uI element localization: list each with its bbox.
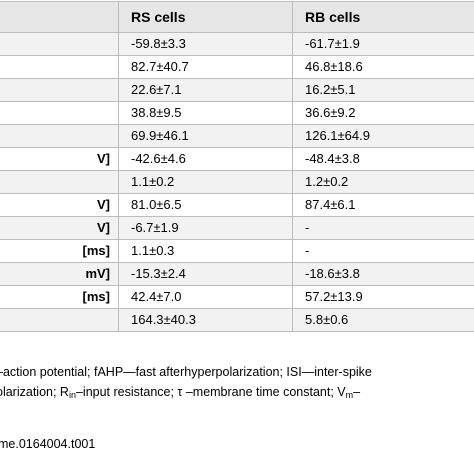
rs-value: 38.8±9.5 [118,101,293,125]
rb-value: 87.4±6.1 [292,193,474,217]
row-label [0,101,119,125]
footnote-line-1: –action potential; fAHP—fast afterhyperp… [0,365,372,379]
footnote-line-2-part-a: olarization; R [0,385,69,399]
data-table: RS cells RB cells -59.8±3.3 -61.7±1.9 82.… [0,1,474,332]
rs-value: 1.1±0.3 [118,239,293,263]
rb-value: 16.2±5.1 [292,78,474,102]
rb-value: -18.6±3.8 [292,262,474,286]
rb-value: 5.8±0.6 [292,308,474,332]
row-label [0,308,119,332]
rs-value: -15.3±2.4 [118,262,293,286]
footnote-line-2: olarization; Rin–input resistance; τ –me… [0,382,474,402]
footnote-subscript-m: m [345,390,354,400]
footnote-line-2-part-c: – [353,385,361,399]
rs-value: -6.7±1.9 [118,216,293,240]
row-label [0,32,119,56]
rb-value: 46.8±18.6 [292,55,474,79]
rb-value: - [292,239,474,263]
rb-value: -48.4±3.8 [292,147,474,171]
table-row: 82.7±40.7 46.8±18.6 [0,55,474,79]
rb-value: 1.2±0.2 [292,170,474,194]
rs-value: 82.7±40.7 [118,55,293,79]
rs-value: -42.6±4.6 [118,147,293,171]
table-row: 164.3±40.3 5.8±0.6 [0,308,474,332]
table-row: V] -6.7±1.9- [0,216,474,240]
table-row: 1.1±0.2 1.2±0.2 [0,170,474,194]
header-rs-cells: RS cells [118,1,293,33]
row-label: V] [0,216,119,240]
doi-reference: me.0164004.t001 [0,437,96,451]
rs-value: 164.3±40.3 [118,308,293,332]
header-rb-cells: RB cells [292,1,474,33]
rs-value: 22.6±7.1 [118,78,293,102]
row-label [0,78,119,102]
row-label: V] [0,147,119,171]
table-row: V] -42.6±4.6 -48.4±3.8 [0,147,474,171]
rs-value: 69.9±46.1 [118,124,293,148]
rs-value: 81.0±6.5 [118,193,293,217]
header-parameter [0,1,119,33]
footnote-subscript-in: in [68,390,76,400]
rb-value: 57.2±13.9 [292,285,474,309]
table-row: 38.8±9.5 36.6±9.2 [0,101,474,125]
table-row: 22.6±7.1 16.2±5.1 [0,78,474,102]
row-label: mV] [0,262,119,286]
header-row: RS cells RB cells [0,1,474,33]
row-label [0,170,119,194]
rb-value: - [292,216,474,240]
rs-value: 1.1±0.2 [118,170,293,194]
rb-value: 126.1±64.9 [292,124,474,148]
rb-value: 36.6±9.2 [292,101,474,125]
table-row: V] 81.0±6.5 87.4±6.1 [0,193,474,217]
row-label: V] [0,193,119,217]
row-label [0,124,119,148]
rb-value: -61.7±1.9 [292,32,474,56]
table-row: -59.8±3.3 -61.7±1.9 [0,32,474,56]
row-label: [ms] [0,285,119,309]
footnote-line-2-part-b: –input resistance; τ –membrane time cons… [75,385,346,399]
table-row: [ms] 1.1±0.3- [0,239,474,263]
table-row: mV] -15.3±2.4 -18.6±3.8 [0,262,474,286]
rs-value: 42.4±7.0 [118,285,293,309]
rs-value: -59.8±3.3 [118,32,293,56]
table-row: [ms] 42.4±7.0 57.2±13.9 [0,285,474,309]
row-label: [ms] [0,239,119,263]
table-row: 69.9±46.1 126.1±64.9 [0,124,474,148]
row-label [0,55,119,79]
table-footnote: –action potential; fAHP—fast afterhyperp… [0,362,474,402]
